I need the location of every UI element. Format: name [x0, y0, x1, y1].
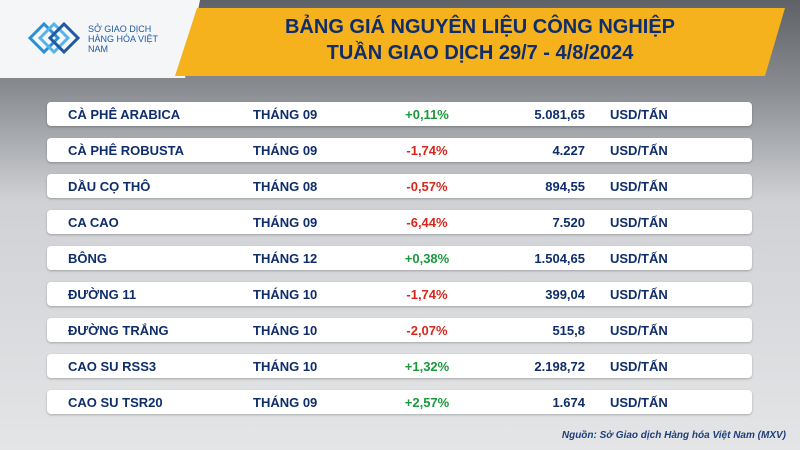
commodity: CA CAO — [68, 215, 119, 230]
price: 515,8 — [552, 323, 585, 338]
source: Nguồn: Sở Giao dịch Hàng hóa Việt Nam (M… — [561, 430, 786, 441]
unit: USD/TẤN — [610, 395, 668, 410]
table-row: CÀ PHÊ ROBUSTA THÁNG 09 -1,74% 4.227 USD/TẤN — [47, 138, 752, 162]
unit: USD/TẤN — [610, 359, 668, 374]
price: 4.227 — [552, 143, 585, 158]
unit: USD/TẤN — [610, 323, 668, 338]
commodity: CAO SU TSR20 — [68, 395, 163, 410]
unit: USD/TẤN — [610, 215, 668, 230]
price: 1.504,65 — [534, 251, 585, 266]
change: -1,74% — [406, 287, 448, 302]
change: -2,07% — [406, 323, 448, 338]
table-row: CÀ PHÊ ARABICA THÁNG 09 +0,11% 5.081,65 USD/… — [47, 102, 752, 126]
table-row: CA CAO THÁNG 09 -6,44% 7.520 USD/TẤN — [47, 210, 752, 234]
contract-month: THÁNG 09 — [253, 215, 318, 230]
commodity: DẦU CỌ THÔ — [68, 179, 151, 194]
price: 399,04 — [545, 287, 585, 302]
price: 894,55 — [545, 179, 585, 194]
commodity: CÀ PHÊ ROBUSTA — [68, 143, 185, 158]
unit: USD/TẤN — [610, 287, 668, 302]
change: -0,57% — [406, 179, 448, 194]
contract-month: THÁNG 10 — [253, 359, 318, 374]
logo-text: SỞ GIAO DỊCH HÀNG HÓA VIỆT NAM — [88, 24, 158, 54]
table-row: BÔNG THÁNG 12 +0,38% 1.504,65 USD/TẤN — [47, 246, 752, 270]
table-row: ĐƯỜNG TRẮNG THÁNG 10 -2,07% 515,8 USD/TẤN — [47, 318, 752, 342]
price: 1.674 — [552, 395, 585, 410]
change: -1,74% — [406, 143, 448, 158]
unit: USD/TẤN — [610, 107, 668, 122]
unit: USD/TẤN — [610, 143, 668, 158]
contract-month: THÁNG 09 — [253, 143, 318, 158]
title-banner — [175, 8, 785, 76]
table-row: CAO SU TSR20 THÁNG 09 +2,57% 1.674 USD/TẤN — [47, 390, 752, 414]
commodity: BÔNG — [68, 251, 107, 266]
table-row: ĐƯỜNG 11 THÁNG 10 -1,74% 399,04 USD/TẤN — [47, 282, 752, 306]
price: 7.520 — [552, 215, 585, 230]
table-row: CAO SU RSS3 THÁNG 10 +1,32% 2.198,72 USD/TẤN — [47, 354, 752, 378]
commodity: CAO SU RSS3 — [68, 359, 157, 374]
price: 5.081,65 — [534, 107, 585, 122]
commodity: CÀ PHÊ ARABICA — [68, 107, 181, 122]
contract-month: THÁNG 12 — [253, 251, 318, 266]
contract-month: THÁNG 10 — [253, 287, 318, 302]
title: BẢNG GIÁ NGUYÊN LIỆU CÔNG NGHIỆP TUẦN GI… — [180, 14, 780, 66]
price: 2.198,72 — [534, 359, 585, 374]
change: +0,11% — [405, 107, 449, 122]
contract-month: THÁNG 09 — [253, 395, 318, 410]
change: +2,57% — [404, 395, 450, 410]
contract-month: THÁNG 10 — [253, 323, 318, 338]
commodity: ĐƯỜNG 11 — [68, 287, 137, 302]
logo-mark — [27, 21, 81, 55]
commodity: ĐƯỜNG TRẮNG — [68, 323, 169, 338]
table-row: DẦU CỌ THÔ THÁNG 08 -0,57% 894,55 USD/TẤN — [47, 174, 752, 198]
contract-month: THÁNG 09 — [253, 107, 318, 122]
change: +0,38% — [404, 251, 450, 266]
change: +1,32% — [404, 359, 450, 374]
unit: USD/TẤN — [610, 179, 668, 194]
contract-month: THÁNG 08 — [253, 179, 318, 194]
unit: USD/TẤN — [610, 251, 668, 266]
change: -6,44% — [406, 215, 448, 230]
title-line: BẢNG GIÁ NGUYÊN LIỆU CÔNG NGHIỆP — [284, 16, 676, 38]
title-line: TUẦN GIAO DỊCH 29/7 - 4/8/2024 — [326, 42, 634, 64]
logo: SỞ GIAO DỊCH HÀNG HÓA VIỆT NAM — [0, 0, 200, 78]
